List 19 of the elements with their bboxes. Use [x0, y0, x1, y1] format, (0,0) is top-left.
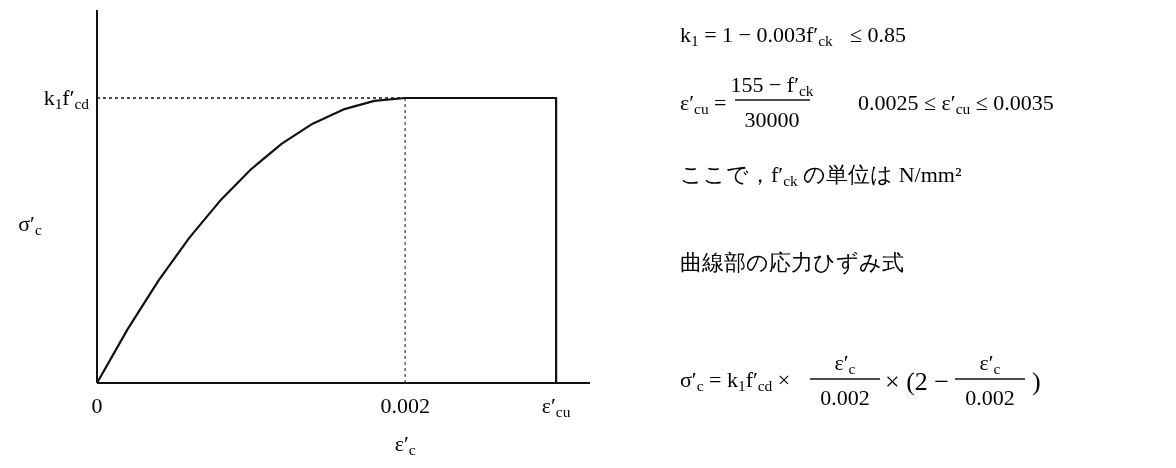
text: 155 − f′$_{ck}$: [730, 72, 814, 99]
x-tick-label: 0: [91, 393, 103, 418]
text: ): [1032, 367, 1041, 396]
text: ε′$_{cu}$ =: [680, 90, 727, 117]
text: ε′$_{c}$: [979, 350, 1001, 377]
text: × (2 −: [885, 367, 949, 396]
text: σ′$_{c}$ = k$_{1}$f′$_{cd}$ ×: [680, 367, 791, 394]
x-axis-title: ε′$_{c}$: [394, 431, 416, 458]
x-tick-label: ε′$_{cu}$: [541, 393, 571, 420]
text: 0.0025 ≤ ε′$_{cu}$ ≤ 0.0035: [858, 90, 1054, 117]
text: ≤ 0.85: [850, 22, 907, 47]
text: 曲線部の応力ひずみ式: [680, 250, 904, 275]
y-axis-title: σ′$_{c}$: [18, 210, 42, 238]
text: ε′$_{c}$: [834, 350, 856, 377]
x-tick-label: 0.002: [380, 393, 430, 418]
ref-line-label: k$_{1}$f′$_{cd}$: [43, 85, 90, 112]
text: k$_{1}$ = 1 − 0.003f′$_{ck}$: [680, 22, 833, 49]
text: 30000: [744, 107, 800, 132]
text: ここで，f′$_{ck}$ の単位は N/mm²: [680, 162, 962, 189]
